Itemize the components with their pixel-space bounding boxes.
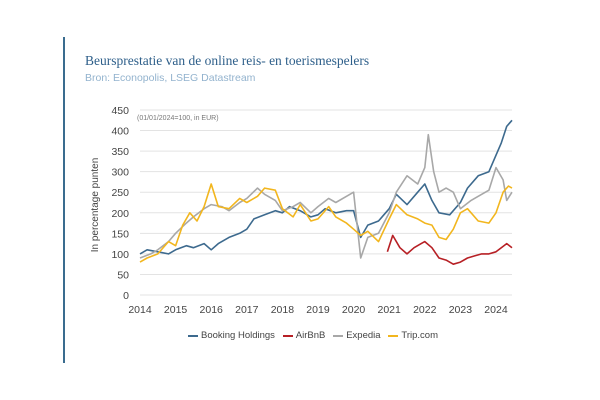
chart-source: Bron: Econopolis, LSEG Datastream (85, 72, 256, 84)
x-tick-label: 2019 (306, 304, 330, 316)
legend-item: AirBnB (282, 330, 326, 341)
y-tick-label: 300 (111, 167, 129, 179)
x-axis-ticks: 2014 2015 2016 2017 2018 2019 2020 2021 2022 2023… (128, 304, 507, 316)
y-tick-label: 200 (111, 208, 129, 220)
y-tick-label: 100 (111, 249, 129, 261)
legend-swatch (333, 334, 344, 337)
series-line-trip-com (139, 183, 513, 263)
x-tick-label: 2018 (271, 304, 295, 316)
legend-item: Trip.com (388, 330, 438, 341)
x-tick-label: 2024 (484, 304, 508, 316)
series-line-expedia (139, 133, 513, 259)
x-tick-label: 2023 (449, 304, 473, 316)
legend-label: Booking Holdings (201, 330, 275, 341)
y-tick-label: 50 (117, 269, 129, 281)
series-line-airbnb (386, 234, 513, 266)
legend-item: Expedia (333, 330, 381, 341)
chart-note: (01/01/2024=100, in EUR) (137, 115, 219, 122)
series-lines (139, 119, 513, 266)
legend-swatch (188, 334, 198, 337)
y-tick-label: 450 (111, 105, 129, 117)
x-tick-label: 2020 (342, 304, 366, 316)
x-tick-label: 2014 (128, 304, 152, 316)
y-tick-label: 250 (111, 187, 129, 199)
y-tick-label: 0 (123, 290, 129, 302)
y-tick-label: 350 (111, 146, 129, 158)
chart-title: Beursprestatie van de online reis- en to… (85, 53, 370, 68)
y-axis-label: In percentage punten (90, 158, 101, 253)
x-tick-label: 2022 (413, 304, 437, 316)
x-tick-label: 2016 (200, 304, 224, 316)
x-tick-label: 2021 (378, 304, 402, 316)
y-tick-label: 400 (111, 126, 129, 138)
legend-swatch (388, 334, 399, 337)
y-axis-ticks: 0 50 100 150 200 250 300 350 400 450 (111, 105, 129, 302)
legend-label: Trip.com (401, 330, 438, 341)
legend-label: AirBnB (295, 330, 326, 341)
series-line-booking-holdings (139, 119, 513, 255)
x-tick-label: 2015 (164, 304, 188, 316)
legend: Booking Holdings AirBnB Expedia Trip.com (188, 330, 438, 341)
x-tick-label: 2017 (235, 304, 259, 316)
legend-item: Booking Holdings (188, 330, 275, 341)
grid-lines (140, 109, 512, 296)
accent-bar (63, 37, 65, 363)
legend-label: Expedia (346, 330, 381, 341)
legend-swatch (282, 334, 293, 337)
y-tick-label: 150 (111, 228, 129, 240)
